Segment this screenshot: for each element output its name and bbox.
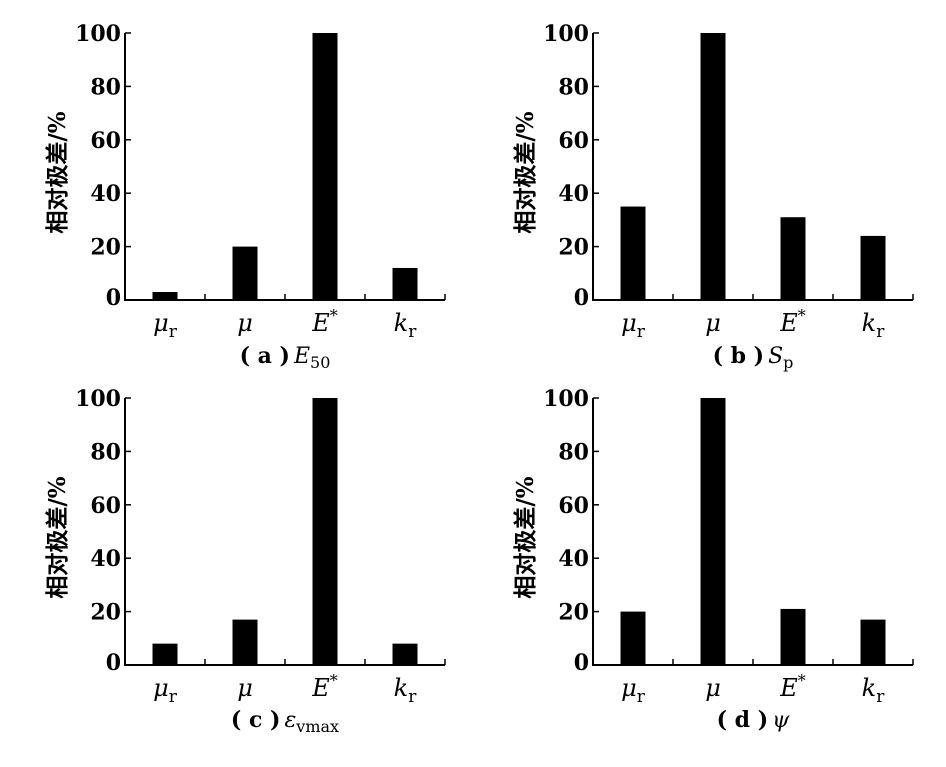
y-tick-label: 20 xyxy=(558,600,589,626)
y-tick-label: 60 xyxy=(558,493,589,519)
x-tick-label: kr xyxy=(862,309,886,342)
x-tick-label: kr xyxy=(394,674,418,707)
y-tick-label: 100 xyxy=(75,21,121,47)
bar-2 xyxy=(312,398,338,665)
y-tick-label: 80 xyxy=(90,74,121,100)
bar-2 xyxy=(312,33,338,300)
bar-1 xyxy=(700,33,726,300)
y-tick-label: 100 xyxy=(75,386,121,412)
x-tick-label: μr xyxy=(153,309,178,342)
bar-1 xyxy=(232,246,258,300)
bar-1 xyxy=(232,619,258,665)
bar-1 xyxy=(700,398,726,665)
bar-0 xyxy=(152,643,178,665)
panel-caption: ( d ) ψ xyxy=(717,707,791,733)
x-tick-label: μ xyxy=(237,674,253,702)
bar-0 xyxy=(620,206,646,300)
chart-panel-c: 0 20 40 60 80 100 μr μ E* kr 相对极差/% ( c ) εvmax xyxy=(44,386,446,736)
bar-0 xyxy=(620,611,646,665)
x-tick-label: μ xyxy=(705,674,721,702)
y-tick-label: 40 xyxy=(90,181,121,207)
chart-panel-d: 0 20 40 60 80 100 μr μ E* kr 相对极差/% ( d ) ψ xyxy=(512,386,914,733)
y-tick-label: 60 xyxy=(90,128,121,154)
y-tick-label: 40 xyxy=(558,181,589,207)
y-tick-label: 40 xyxy=(558,546,589,572)
y-tick-label: 60 xyxy=(558,128,589,154)
y-tick-label: 20 xyxy=(90,600,121,626)
x-tick-label: E* xyxy=(311,671,338,702)
y-tick-label: 80 xyxy=(90,439,121,465)
x-tick-label: μ xyxy=(237,309,253,337)
x-tick-label: E* xyxy=(311,306,338,337)
y-tick-label: 100 xyxy=(543,386,589,412)
x-tick-label: μr xyxy=(621,309,646,342)
bar-3 xyxy=(392,267,418,300)
y-tick-label: 0 xyxy=(574,285,589,311)
chart-panel-b: 0 20 40 60 80 100 μr μ E* kr 相对极差/% ( b ) Sp xyxy=(512,21,914,372)
y-tick-label: 60 xyxy=(90,493,121,519)
y-axis-label: 相对极差/% xyxy=(512,476,539,598)
y-tick-label: 20 xyxy=(558,235,589,261)
x-tick-label: kr xyxy=(394,309,418,342)
x-tick-label: μ xyxy=(705,309,721,337)
chart-panel-a: 0 20 40 60 80 100 μr μ E* kr 相对极差/% ( a ) E50 xyxy=(44,21,446,372)
x-tick-label: μr xyxy=(153,674,178,707)
x-tick-label: E* xyxy=(779,671,806,702)
bar-2 xyxy=(780,608,806,665)
y-axis-label: 相对极差/% xyxy=(512,111,539,233)
y-tick-label: 80 xyxy=(558,74,589,100)
panel-caption: ( b ) Sp xyxy=(713,343,794,372)
y-tick-label: 0 xyxy=(106,285,121,311)
bar-3 xyxy=(860,619,886,665)
y-tick-label: 0 xyxy=(106,650,121,676)
bar-2 xyxy=(780,217,806,300)
y-tick-label: 100 xyxy=(543,21,589,47)
y-tick-label: 40 xyxy=(90,546,121,572)
bar-0 xyxy=(152,291,178,300)
x-tick-label: kr xyxy=(862,674,886,707)
y-axis-label: 相对极差/% xyxy=(44,476,71,598)
y-axis-label: 相对极差/% xyxy=(44,111,71,233)
panel-caption: ( a ) E50 xyxy=(240,343,331,372)
bar-3 xyxy=(392,643,418,665)
y-tick-label: 20 xyxy=(90,235,121,261)
bar-3 xyxy=(860,235,886,300)
x-tick-label: μr xyxy=(621,674,646,707)
x-tick-label: E* xyxy=(779,306,806,337)
panel-caption: ( c ) εvmax xyxy=(231,707,339,736)
y-tick-label: 80 xyxy=(558,439,589,465)
y-tick-label: 0 xyxy=(574,650,589,676)
